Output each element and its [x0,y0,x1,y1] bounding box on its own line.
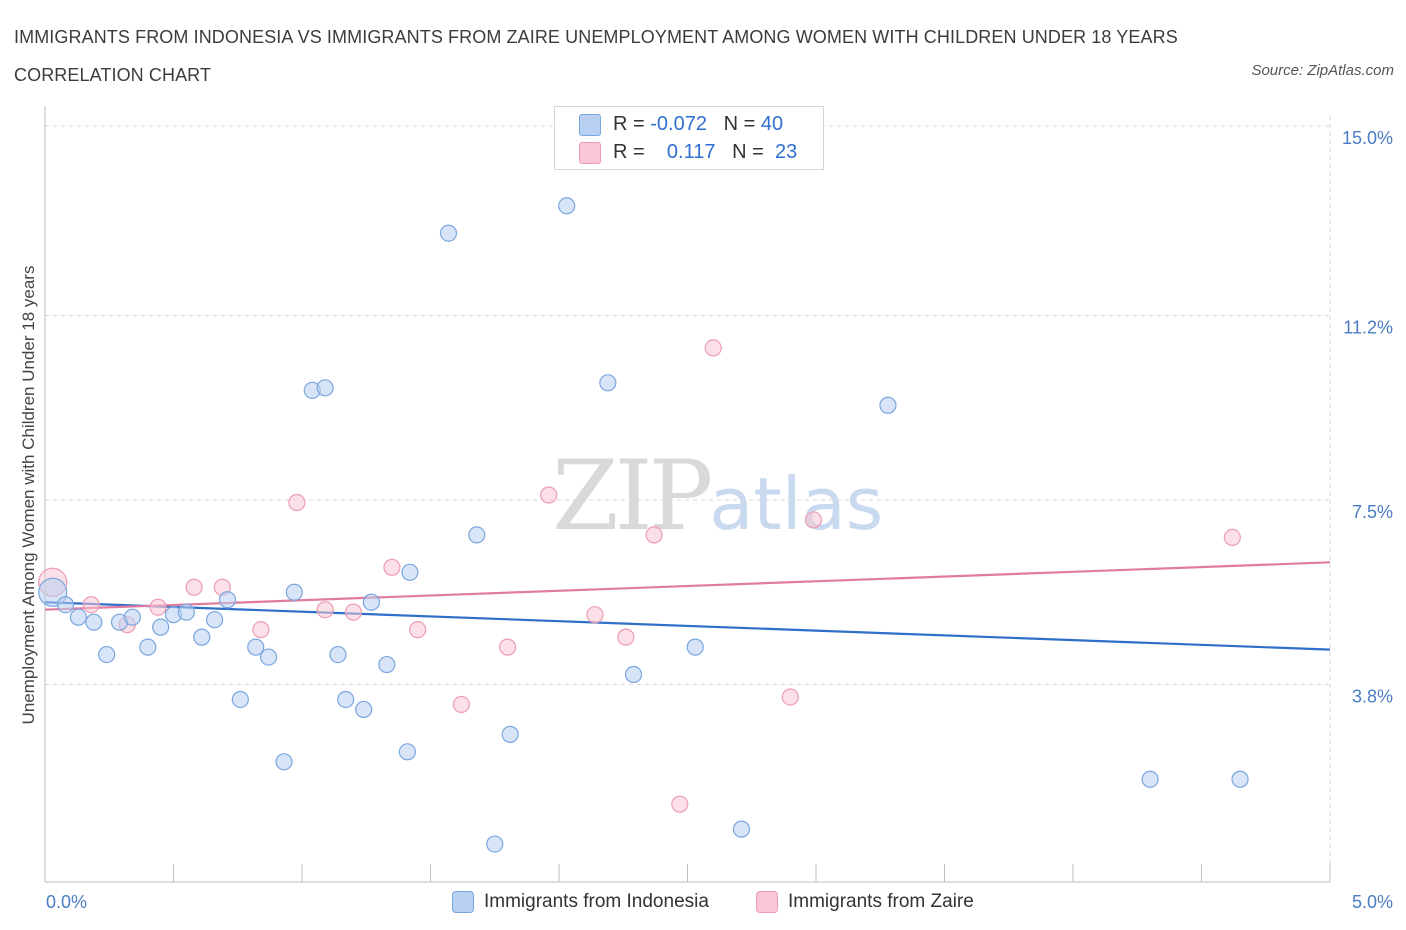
x-tick-label-min: 0.0% [46,892,87,912]
point-indonesia [439,224,458,242]
point-indonesia [486,835,504,853]
trend-line-zaire [44,561,1331,611]
point-zaire [288,493,306,512]
legend-swatch-zaire [756,891,778,913]
point-indonesia [398,743,416,761]
point-indonesia [378,655,396,674]
legend-r-value: 0.117 [666,141,716,163]
point-indonesia [468,526,486,544]
point-indonesia [1141,770,1159,788]
legend-r-label: R = [613,113,645,135]
point-zaire [1223,528,1241,547]
point-indonesia [218,591,237,609]
watermark-zip: ZIP [552,440,713,552]
point-zaire [804,511,823,529]
zipatlas-watermark: ZIPatlas [552,440,883,552]
point-indonesia [259,648,278,666]
legend-r-label: R = [613,141,645,163]
point-zaire [452,695,470,714]
y-tick-label: 11.2% [1343,317,1393,337]
point-zaire [704,339,722,357]
y-tick-label: 15.0% [1342,128,1393,148]
axes [44,106,1331,883]
y-tick-label: 3.8% [1352,687,1393,707]
legend-label-indonesia: Immigrants from Indonesia [484,891,709,912]
point-indonesia [139,638,157,656]
point-indonesia [355,700,373,719]
point-zaire [344,603,362,621]
point-indonesia [123,608,141,626]
point-indonesia [177,603,195,621]
point-zaire [383,558,401,576]
legend-r-value: -0.072 [650,113,707,135]
point-indonesia [879,396,897,414]
point-zaire [409,621,427,639]
point-indonesia [337,690,355,709]
x-tick-label-max: 5.0% [1352,892,1393,912]
point-zaire [586,606,604,624]
point-indonesia [732,820,751,838]
point-zaire [149,598,167,616]
point-indonesia [316,379,334,397]
point-zaire [617,628,635,646]
point-indonesia [686,638,704,656]
data-points [38,197,1249,853]
legend-swatch-indonesia [452,891,474,913]
point-indonesia [401,563,419,581]
point-indonesia [329,645,347,664]
legend-n-value: 23 [774,141,798,163]
point-zaire [671,795,689,813]
chart-title: IMMIGRANTS FROM INDONESIA VS IMMIGRANTS … [14,27,1178,85]
point-indonesia [558,197,576,215]
point-indonesia [599,374,617,392]
point-zaire [316,601,334,619]
legend-label-zaire: Immigrants from Zaire [788,891,974,912]
source-label: Source: ZipAtlas.com [1251,62,1394,79]
y-axis-label: Unemployment Among Women with Children U… [19,266,38,725]
legend-n-value: 40 [760,113,784,135]
point-indonesia [247,638,265,656]
legend-swatch-indonesia [579,114,601,136]
grid-lines [45,116,1331,882]
point-zaire [781,688,799,706]
point-indonesia [206,611,224,629]
trend-lines [44,561,1331,651]
legend-n-label: N = [723,113,756,135]
x-tick-labels: 0.0% 5.0% [46,892,1393,912]
point-zaire [82,596,100,614]
y-tick-labels: 3.8% 7.5% 11.2% 15.0% [1342,128,1393,707]
point-indonesia [275,753,293,771]
point-indonesia [285,583,303,601]
point-indonesia [624,665,643,684]
point-indonesia [362,593,380,611]
point-indonesia [501,725,519,743]
point-zaire [645,526,663,544]
point-indonesia [193,628,211,646]
point-zaire [185,578,203,596]
point-indonesia [85,613,103,631]
point-zaire [540,486,558,504]
legend-n-label: N = [732,141,764,163]
point-indonesia [98,645,116,664]
correlation-legend: R = -0.072 N = 40 R = 0.117 N = 23 [554,106,824,170]
point-zaire [252,621,270,639]
point-indonesia [231,690,249,709]
trend-line-indonesia [44,601,1331,651]
point-indonesia [152,618,170,636]
watermark-atlas: atlas [709,462,884,546]
point-indonesia [69,608,88,626]
point-indonesia [56,596,75,614]
legend-swatch-zaire [579,142,601,164]
point-zaire [499,638,517,656]
y-tick-label: 7.5% [1352,502,1393,522]
point-indonesia [1231,770,1249,788]
